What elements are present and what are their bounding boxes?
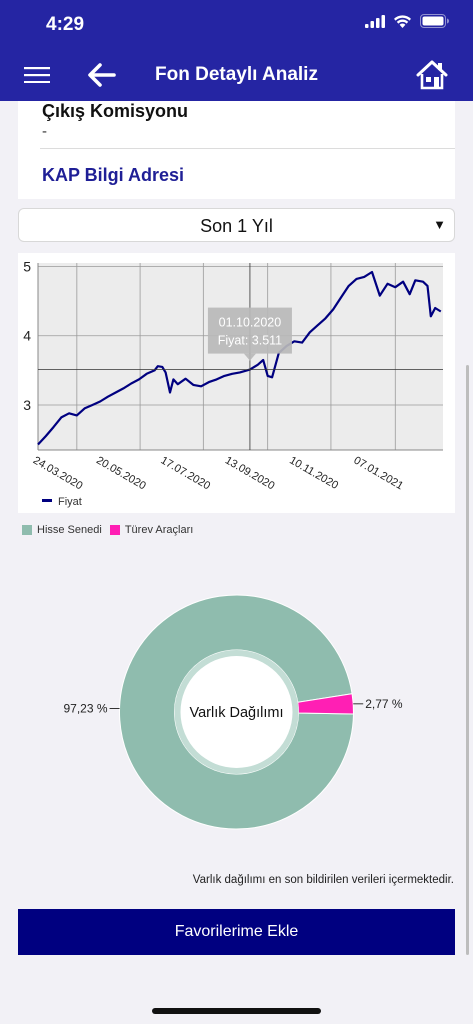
price-chart-svg[interactable]: 3 4 5 24.03.2020 20.05.2020 17.07.2020 13.09.2… <box>18 253 455 513</box>
period-value: Son 1 Yıl <box>200 216 273 236</box>
battery-icon <box>420 14 449 28</box>
x-tick-label: 20.05.2020 <box>94 454 148 492</box>
y-tick-label: 5 <box>23 258 31 274</box>
home-icon <box>416 60 448 90</box>
y-tick-label: 4 <box>23 328 31 344</box>
divider <box>40 148 455 149</box>
x-tick-label: 10.11.2020 <box>287 454 340 492</box>
add-favorites-button[interactable]: Favorilerime Ekle <box>18 909 455 955</box>
legend-item-turev: Türev Araçları <box>109 524 194 536</box>
nav-bar: Fon Detaylı Analiz <box>0 50 473 101</box>
legend-item-hisse: Hisse Senedi <box>22 524 102 536</box>
page-title: Fon Detaylı Analiz <box>155 64 318 85</box>
status-time: 4:29 <box>46 14 85 35</box>
menu-button[interactable] <box>22 62 52 88</box>
slice-hisse-senedi <box>119 594 354 830</box>
home-button[interactable] <box>414 58 450 92</box>
fund-details-card: Çıkış Komisyonu - KAP Bilgi Adresi <box>18 101 455 199</box>
content-area[interactable]: Çıkış Komisyonu - KAP Bilgi Adresi Son 1… <box>0 101 473 1024</box>
home-indicator[interactable] <box>152 1008 321 1014</box>
allocation-donut[interactable]: Varlık Dağılımı 97,23 % 2,77 % <box>0 571 473 871</box>
status-icons <box>365 14 449 28</box>
signal-icon <box>365 14 385 28</box>
back-button[interactable] <box>84 60 118 90</box>
arrow-left-icon <box>88 63 116 87</box>
exit-commission-label: Çıkış Komisyonu <box>42 101 189 121</box>
price-chart[interactable]: 3 4 5 24.03.2020 20.05.2020 17.07.2020 13.09.2… <box>18 253 455 513</box>
tooltip-value: Fiyat: 3.511 <box>218 334 282 348</box>
allocation-note: Varlık dağılımı en son bildirilen verile… <box>192 874 454 886</box>
x-tick-label: 17.07.2020 <box>159 454 213 492</box>
tooltip-pointer <box>243 353 256 361</box>
tooltip-date: 01.10.2020 <box>219 316 282 330</box>
scrollbar[interactable] <box>466 365 469 955</box>
tooltip-box <box>207 307 292 354</box>
hamburger-icon <box>24 67 50 83</box>
allocation-legend: Hisse Senedi Türev Araçları <box>22 524 201 536</box>
slice-label-hisse: 97,23 % <box>64 701 108 715</box>
dropdown-arrow-icon: ▼ <box>433 217 446 232</box>
legend-swatch-fiyat <box>42 499 52 502</box>
slice-label-turev: 2,77 % <box>365 697 403 711</box>
status-bar: 4:29 <box>0 0 473 50</box>
legend-label: Türev Araçları <box>124 524 194 536</box>
donut-center-label: Varlık Dağılımı <box>189 705 283 721</box>
kap-info-link[interactable]: KAP Bilgi Adresi <box>42 165 185 185</box>
x-tick-label: 24.03.2020 <box>31 454 85 492</box>
x-tick-label: 07.01.2021 <box>352 454 406 492</box>
exit-commission-value: - <box>42 123 47 140</box>
wifi-icon <box>394 15 411 28</box>
legend-label: Hisse Senedi <box>37 524 102 536</box>
legend-swatch <box>22 525 32 535</box>
donut-center <box>180 656 293 768</box>
period-select[interactable]: Son 1 Yıl ▼ <box>18 208 455 242</box>
series-line-fiyat <box>37 270 442 446</box>
plot-area <box>38 263 443 450</box>
x-tick-label: 13.09.2020 <box>223 454 277 492</box>
legend-label-fiyat: Fiyat <box>58 496 82 508</box>
legend-swatch <box>109 525 120 535</box>
y-tick-label: 3 <box>23 397 31 413</box>
allocation-donut-svg[interactable]: Varlık Dağılımı 97,23 % 2,77 % <box>0 571 473 871</box>
